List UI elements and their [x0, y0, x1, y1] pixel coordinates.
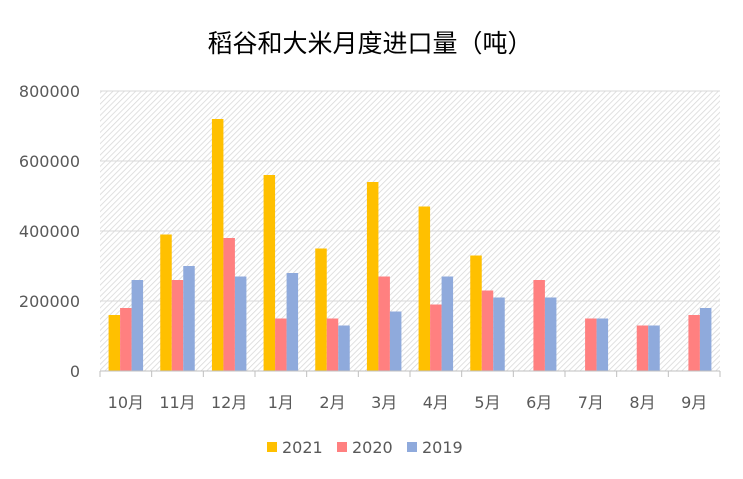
bar-2021-1月	[263, 175, 276, 371]
bar-2020-2月	[326, 318, 339, 371]
bar-2020-3月	[378, 276, 390, 371]
bar-2021-4月	[418, 206, 431, 371]
y-tick-label: 0	[70, 362, 80, 381]
y-tick-label: 200000	[19, 292, 80, 311]
bar-2019-7月	[596, 318, 609, 371]
bar-2020-1月	[275, 318, 287, 371]
bar-2021-2月	[315, 248, 327, 371]
bar-2021-12月	[211, 119, 224, 371]
y-tick-label: 800000	[19, 82, 80, 101]
bar-2021-11月	[160, 234, 172, 371]
bar-2020-10月	[120, 308, 132, 371]
bar-2019-12月	[234, 276, 247, 371]
bar-2019-3月	[389, 311, 402, 371]
bar-2019-10月	[131, 280, 144, 371]
bar-2020-9月	[688, 315, 700, 371]
bar-2019-6月	[544, 297, 557, 371]
x-tick-label: 4月	[423, 393, 449, 412]
bar-2020-12月	[223, 238, 235, 371]
legend-label: 2019	[422, 438, 463, 457]
x-tick-label: 3月	[371, 393, 397, 412]
bar-2021-3月	[366, 182, 379, 371]
gridlines	[100, 90, 720, 302]
x-tick-label: 9月	[681, 393, 707, 412]
x-tick-label: 11月	[159, 393, 195, 412]
axes: 0 200000 400000 600000 800000 10月 11月 12月 1月 2月 3月…	[19, 82, 721, 412]
legend-swatch-2020	[337, 442, 347, 452]
bar-2019-2月	[338, 325, 350, 371]
y-tick-label: 400000	[19, 222, 80, 241]
bar-2020-5月	[481, 290, 494, 371]
x-tick-label: 8月	[629, 393, 655, 412]
legend-swatch-2021	[267, 442, 277, 452]
bar-2020-7月	[585, 318, 597, 371]
x-tick-label: 12月	[211, 393, 247, 412]
bar-2021-5月	[470, 255, 482, 371]
legend-swatch-2019	[407, 442, 417, 452]
legend-label: 2021	[282, 438, 323, 457]
x-tick-label: 10月	[108, 393, 144, 412]
bar-2020-4月	[430, 304, 442, 371]
x-tick-label: 5月	[474, 393, 500, 412]
x-tick-label: 7月	[578, 393, 604, 412]
bar-2019-9月	[699, 308, 712, 371]
bar-2019-4月	[441, 276, 454, 371]
x-tick-label: 6月	[526, 393, 552, 412]
chart-title: 稻谷和大米月度进口量（吨）	[207, 29, 532, 58]
bar-2020-8月	[636, 325, 649, 371]
bar-2019-11月	[183, 266, 195, 371]
bar-2021-10月	[108, 315, 121, 371]
bar-2019-5月	[493, 297, 505, 371]
legend: 2021 2020 2019	[267, 438, 463, 457]
bar-2020-6月	[533, 280, 545, 371]
x-tick-label: 2月	[319, 393, 345, 412]
bar-2019-8月	[648, 325, 660, 371]
legend-label: 2020	[352, 438, 393, 457]
bar-2020-11月	[171, 280, 184, 371]
y-tick-label: 600000	[19, 152, 80, 171]
x-tick-label: 1月	[268, 393, 294, 412]
bars	[108, 119, 712, 371]
bar-2019-1月	[286, 273, 299, 371]
